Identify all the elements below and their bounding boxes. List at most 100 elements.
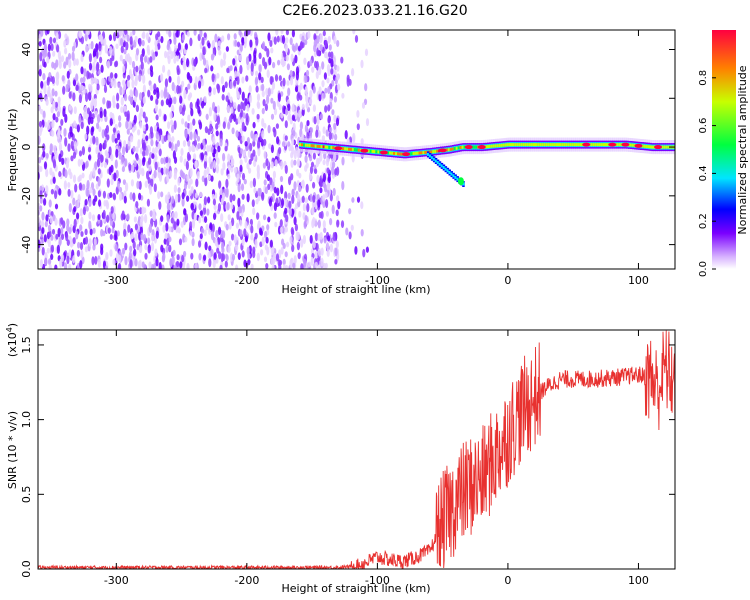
noise-cell [365,246,369,253]
noise-cell [300,180,304,187]
noise-cell [285,37,289,44]
noise-cell [80,249,84,259]
noise-cell [256,93,261,102]
noise-cell [45,185,49,194]
noise-cell [173,36,177,46]
noise-cell [144,55,148,63]
noise-cell [173,220,177,231]
signal-core [314,144,318,148]
noise-cell [48,199,52,208]
noise-cell [186,151,191,162]
noise-cell [258,72,262,81]
signal-core [461,145,465,149]
noise-cell [258,64,262,73]
noise-cell [109,191,113,199]
noise-cell [257,147,261,157]
noise-cell [288,207,292,217]
noise-cell [257,102,261,110]
x-tick-label: -200 [234,274,259,287]
noise-cell [236,173,240,183]
noise-cell [181,34,186,41]
noise-cell [290,151,294,159]
noise-cell [233,167,237,174]
noise-cell [348,208,352,215]
noise-cell [95,43,99,52]
noise-cell [316,174,320,183]
noise-cell [54,264,58,269]
noise-cell [227,214,231,221]
noise-cell [270,47,274,54]
signal-core [420,151,423,155]
noise-cell [317,199,321,208]
noise-cell [319,231,323,240]
noise-cell [207,251,211,259]
x-tick-label: -300 [104,574,129,587]
signal-core [504,143,508,147]
noise-cell [199,210,203,216]
noise-cell [264,103,268,112]
noise-cell [186,122,191,129]
signal-core [344,147,347,151]
noise-cell [85,44,89,53]
noise-cell [204,216,208,224]
noise-cell [185,160,189,171]
noise-cell [240,183,245,192]
noise-cell [291,188,295,197]
noise-cell [301,195,305,203]
noise-cell [138,180,142,191]
signal-core [422,151,425,155]
noise-cell [57,227,61,238]
signal-core [590,143,594,147]
noise-cell [249,39,253,48]
noise-cell [119,86,123,96]
colorbar-ticks: 0.0 0.2 0.4 0.6 0.8 [698,70,716,277]
noise-cell [299,41,303,51]
noise-cell [285,43,289,54]
noise-cell [165,30,169,35]
noise-cell [308,131,313,140]
noise-cell [129,245,133,253]
noise-cell [167,40,171,48]
noise-cell [189,230,193,237]
noise-cell [163,135,167,143]
signal-core [475,145,478,149]
noise-cell [322,180,326,189]
noise-cell [164,78,168,88]
noise-cell [229,65,233,72]
noise-cell [68,59,72,69]
noise-cell [312,104,316,113]
noise-cell [326,249,330,257]
noise-cell [173,120,177,130]
noise-cell [115,43,119,50]
noise-cell [217,237,221,245]
noise-cell [54,217,58,226]
noise-cell [190,107,194,117]
noise-cell [217,202,221,212]
noise-cell [166,51,170,60]
noise-cell [131,79,135,89]
noise-cell [97,168,101,175]
noise-cell [209,123,213,132]
noise-cell [199,191,203,198]
noise-cell [134,89,138,98]
noise-cell [261,107,265,115]
noise-cell [239,205,243,214]
noise-cell [110,178,114,186]
noise-cell [88,197,92,208]
noise-cell [284,120,288,129]
signal-core [306,143,310,147]
noise-cell [72,197,76,206]
noise-cell [177,227,181,234]
signal-core [543,143,547,147]
noise-cell [167,134,171,143]
noise-cell [218,180,222,189]
noise-cell [43,161,48,170]
noise-cell [261,225,265,232]
noise-cell [182,56,186,62]
noise-cell [181,192,185,200]
noise-cell [122,58,126,65]
noise-cell [194,192,198,199]
signal-core [539,143,543,147]
noise-cell [257,139,261,149]
noise-cell [263,122,267,129]
